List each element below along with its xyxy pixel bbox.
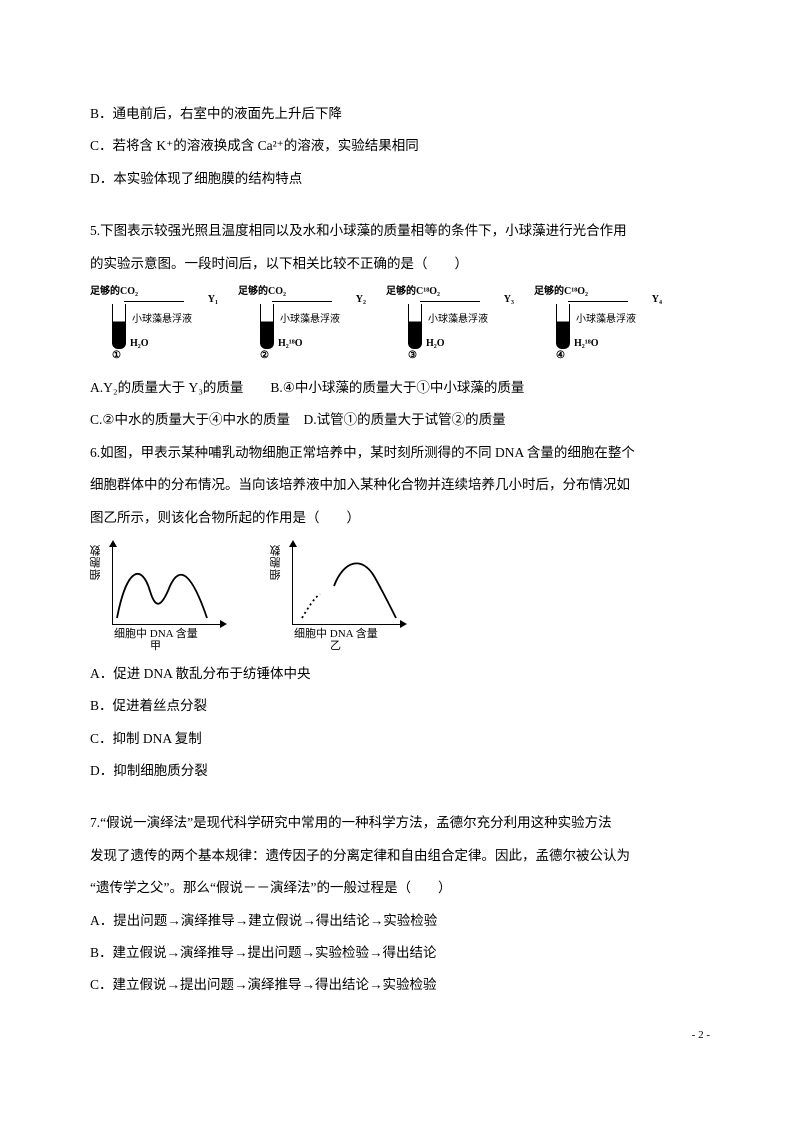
q4-option-b: B．通电前后，右室中的液面先上升后下降 <box>90 98 710 130</box>
tube-side: 小球藻悬浮液 <box>428 314 488 325</box>
tube-num: ④ <box>556 350 565 361</box>
tube-top: 足够的C¹⁸O₂ <box>386 286 440 297</box>
subplot-label: 甲 <box>150 640 161 652</box>
tube-side: 小球藻悬浮液 <box>576 314 636 325</box>
q7-stem-line2: 发现了遗传的两个基本规律：遗传因子的分离定律和自由组合定律。因此，孟德尔被公认为 <box>90 840 710 872</box>
tube-arm <box>124 301 184 302</box>
q6-option-c: C．抑制 DNA 复制 <box>90 723 710 755</box>
subplot-label: 乙 <box>330 640 341 652</box>
q5-option-ab: A.Y₂的质量大于 Y₃的质量 B.④中小球藻的质量大于①中小球藻的质量 <box>90 372 710 404</box>
tube-y: Y₂ <box>356 294 366 305</box>
q6-graph-jia: 细胞数 细胞中 DNA 含量 甲 <box>90 540 230 650</box>
q7-option-c: C．建立假说→提出问题→演绎推导→得出结论→实验检验 <box>90 969 710 1001</box>
tube-top: 足够的CO₂ <box>238 286 286 297</box>
q6-option-a: A．促进 DNA 散乱分布于纺锤体中央 <box>90 658 710 690</box>
tube-top: 足够的C¹⁸O₂ <box>534 286 588 297</box>
q6-graph-row: 细胞数 细胞中 DNA 含量 甲 细胞数 细胞中 DNA 含量 乙 <box>90 540 710 650</box>
curve-path-b <box>334 563 396 618</box>
q5-stem-line2: 的实验示意图。一段时间后，以下相关比较不正确的是（ ） <box>90 248 710 280</box>
document-page: B．通电前后，右室中的液面先上升后下降 C．若将含 K⁺的溶液换成含 Ca²⁺的… <box>0 0 800 1088</box>
tube-icon <box>556 304 570 349</box>
y-axis-label: 细胞数 <box>90 544 102 580</box>
q6-option-b: B．促进着丝点分裂 <box>90 690 710 722</box>
tube-top: 足够的CO₂ <box>90 286 138 297</box>
spacer <box>90 195 710 215</box>
y-axis-label: 细胞数 <box>270 544 282 580</box>
q6-stem-line1: 6.如图，甲表示某种哺乳动物细胞正常培养中，某时刻所测得的不同 DNA 含量的细… <box>90 437 710 469</box>
curve-path <box>117 574 207 618</box>
q5-option-cd: C.②中水的质量大于④中水的质量 D.试管①的质量大于试管②的质量 <box>90 404 710 436</box>
page-number: - 2 - <box>90 1022 710 1048</box>
q7-stem-line1: 7.“假说一演绎法”是现代科学研究中常用的一种科学方法，孟德尔充分利用这种实验方… <box>90 807 710 839</box>
x-axis-label: 细胞中 DNA 含量 <box>294 628 378 640</box>
q5-figure-row: 足够的CO₂ Y₁ 小球藻悬浮液 H₂O ① 足够的CO₂ Y₂ 小球藻悬浮液 … <box>90 286 710 366</box>
q7-option-b: B．建立假说→演绎推导→提出问题→实验检验→得出结论 <box>90 937 710 969</box>
curve-svg <box>292 546 402 624</box>
tube-icon <box>408 304 422 349</box>
q6-stem-line2: 细胞群体中的分布情况。当向该培养液中加入某种化合物并连续培养几小时后，分布情况如 <box>90 469 710 501</box>
tube-arm <box>568 301 628 302</box>
tube-y: Y₁ <box>208 294 218 305</box>
curve-path-a <box>302 594 320 618</box>
q5-tube-1: 足够的CO₂ Y₁ 小球藻悬浮液 H₂O ① <box>90 286 220 366</box>
q7-option-a: A．提出问题→演绎推导→建立假说→得出结论→实验检验 <box>90 905 710 937</box>
curve-svg <box>112 546 222 624</box>
tube-h2o: H₂¹⁸O <box>574 338 599 349</box>
q7-stem-line3: “遗传学之父”。那么“假说－－演绎法”的一般过程是（ ） <box>90 872 710 904</box>
tube-y: Y₄ <box>652 294 662 305</box>
tube-num: ① <box>112 350 121 361</box>
q4-option-c: C．若将含 K⁺的溶液换成含 Ca²⁺的溶液，实验结果相同 <box>90 130 710 162</box>
tube-arm <box>272 301 332 302</box>
tube-side: 小球藻悬浮液 <box>280 314 340 325</box>
tube-y: Y₃ <box>504 294 514 305</box>
q4-option-d: D．本实验体现了细胞膜的结构特点 <box>90 163 710 195</box>
q6-stem-line3: 图乙所示，则该化合物所起的作用是（ ） <box>90 502 710 534</box>
tube-num: ③ <box>408 350 417 361</box>
tube-h2o: H₂O <box>130 338 149 349</box>
tube-num: ② <box>260 350 269 361</box>
tube-h2o: H₂O <box>426 338 445 349</box>
tube-icon <box>112 304 126 349</box>
x-axis-label: 细胞中 DNA 含量 <box>114 628 198 640</box>
tube-side: 小球藻悬浮液 <box>132 314 192 325</box>
q6-graph-yi: 细胞数 细胞中 DNA 含量 乙 <box>270 540 410 650</box>
q6-option-d: D．抑制细胞质分裂 <box>90 755 710 787</box>
tube-arm <box>420 301 480 302</box>
q5-tube-2: 足够的CO₂ Y₂ 小球藻悬浮液 H₂¹⁸O ② <box>238 286 368 366</box>
q5-stem-line1: 5.下图表示较强光照且温度相同以及水和小球藻的质量相等的条件下，小球藻进行光合作… <box>90 215 710 247</box>
tube-h2o: H₂¹⁸O <box>278 338 303 349</box>
spacer <box>90 787 710 807</box>
q5-tube-4: 足够的C¹⁸O₂ Y₄ 小球藻悬浮液 H₂¹⁸O ④ <box>534 286 664 366</box>
q5-tube-3: 足够的C¹⁸O₂ Y₃ 小球藻悬浮液 H₂O ③ <box>386 286 516 366</box>
tube-icon <box>260 304 274 349</box>
